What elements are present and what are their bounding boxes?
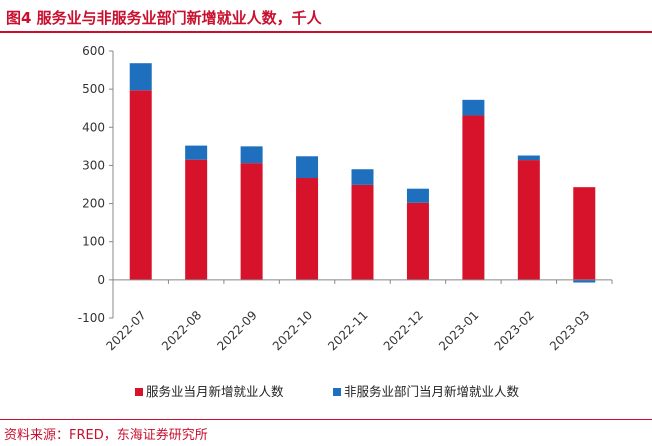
bar-services-2023-03 [573,187,596,280]
bar-non-services-2023-02 [517,155,540,161]
bar-non-services-2022-11 [351,169,374,185]
x-tick-label: 2022-10 [270,308,315,353]
y-tick-label: 500 [82,82,105,96]
x-tick-label: 2022-11 [325,308,370,353]
y-tick-label: -100 [78,311,105,325]
bar-services-2022-12 [406,202,429,280]
y-tick-label: 400 [82,120,105,134]
bar-services-2023-02 [517,160,540,280]
y-tick-label: 100 [82,235,105,249]
legend-label-non-services: 非服务业部门当月新增就业人数 [344,384,520,399]
x-axis: 2022-07 2022-08 2022-09 2022-10 2022-11 2022-… [103,279,613,353]
legend-label-services: 服务业当月新增就业人数 [146,384,284,399]
y-tick-label: 200 [82,197,105,211]
x-tick-label: 2023-02 [492,308,537,353]
bar-services-2022-09 [240,163,263,280]
x-tick-label: 2022-08 [159,308,204,353]
y-tick-label: 300 [82,158,105,172]
bar-services-2022-10 [296,178,319,280]
x-tick-label: 2022-12 [381,308,426,353]
bar-services-2022-07 [129,90,152,280]
bar-non-services-2022-08 [185,145,208,160]
bar-non-services-2022-07 [129,63,152,91]
source-note: 资料来源：FRED，东海证券研究所 [4,428,208,443]
bar-non-services-2023-03 [573,279,596,283]
bar-non-services-2022-10 [296,156,319,179]
bar-services-2022-11 [351,184,374,280]
bar-services-2022-08 [185,159,208,280]
chart-title: 图4 服务业与非服务业部门新增就业人数，千人 [6,9,322,27]
bar-non-services-2022-12 [406,188,429,203]
y-tick-label: 600 [82,44,105,58]
x-tick-label: 2022-09 [214,308,259,353]
legend: 服务业当月新增就业人数 非服务业部门当月新增就业人数 [135,384,520,399]
bar-non-services-2022-09 [240,146,263,164]
x-tick-label: 2022-07 [103,308,148,353]
y-axis: -100 0 100 200 300 400 500 600 [78,44,114,325]
legend-swatch-services [135,388,143,396]
bar-non-services-2023-01 [462,99,485,116]
x-tick-label: 2023-01 [436,308,481,353]
bar-services-2023-01 [462,115,485,280]
legend-swatch-non-services [333,388,341,396]
source-divider [0,419,652,420]
x-tick-label: 2023-03 [547,308,592,353]
y-tick-label: 0 [97,273,105,287]
title-divider [0,31,652,33]
bars [129,63,596,283]
